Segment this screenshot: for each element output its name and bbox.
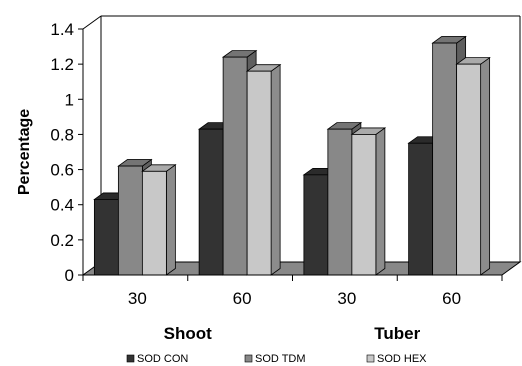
y-tick-label: 0.4 (50, 196, 74, 215)
y-tick-label: 1.2 (50, 55, 74, 74)
bar (350, 127, 387, 276)
legend-item: SOD CON (126, 353, 188, 365)
legend-label: SOD CON (137, 353, 188, 365)
legend-swatch (366, 354, 375, 363)
x-tick-label: 60 (233, 289, 252, 308)
legend-item: SOD TDM (244, 353, 306, 365)
x-tick-label: 60 (442, 289, 461, 308)
bar (141, 164, 177, 276)
x-tick-label: 30 (128, 289, 147, 308)
y-axis-title: Percentage (16, 109, 33, 195)
y-axis: 0 0.2 0.4 0.6 0.8 1 1.2 1.4 (50, 20, 84, 285)
y-tick-label: 0 (65, 266, 74, 285)
y-tick-label: 0.6 (50, 161, 74, 180)
x-axis: 30 60 30 60 Shoot Tuber (82, 274, 503, 343)
x-group-label: Shoot (164, 324, 212, 343)
x-tick-label: 30 (337, 289, 356, 308)
bar (455, 56, 491, 276)
legend-swatch (244, 354, 253, 363)
legend: SOD CON SOD TDM SOD HEX (126, 353, 427, 365)
legend-label: SOD TDM (255, 353, 306, 365)
y-tick-label: 0.8 (50, 125, 74, 144)
bar (245, 63, 282, 276)
legend-item: SOD HEX (366, 353, 427, 365)
y-tick-label: 0.2 (50, 231, 74, 250)
bars (93, 35, 491, 276)
y-tick-label: 1.4 (50, 20, 74, 39)
legend-label: SOD HEX (377, 353, 427, 365)
x-group-label: Tuber (374, 324, 420, 343)
legend-swatch (126, 354, 135, 363)
y-tick-label: 1 (65, 90, 74, 109)
